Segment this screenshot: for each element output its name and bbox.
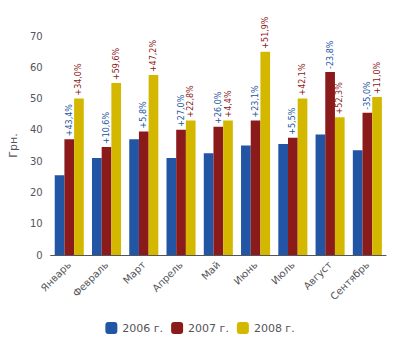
svg-text:0: 0 bbox=[36, 250, 42, 261]
svg-text:+5,8%: +5,8% bbox=[139, 101, 148, 128]
svg-text:+51,9%: +51,9% bbox=[261, 16, 270, 49]
svg-text:Апрель: Апрель bbox=[150, 259, 185, 294]
svg-text:+26,0%: +26,0% bbox=[214, 91, 223, 124]
svg-text:30: 30 bbox=[30, 156, 43, 167]
svg-text:Сентябрь: Сентябрь bbox=[328, 259, 371, 302]
svg-text:+43,4%: +43,4% bbox=[65, 104, 74, 137]
svg-text:Грн.: Грн. bbox=[7, 133, 20, 157]
svg-text:50: 50 bbox=[30, 93, 43, 104]
svg-text:+4,4%: +4,4% bbox=[224, 90, 233, 117]
svg-text:-23,8%: -23,8% bbox=[326, 40, 335, 69]
svg-text:+52,3%: +52,3% bbox=[335, 82, 344, 115]
svg-text:Июнь: Июнь bbox=[232, 259, 260, 287]
svg-text:Май: Май bbox=[199, 259, 222, 282]
svg-text:Январь: Январь bbox=[39, 259, 74, 294]
svg-text:Август: Август bbox=[301, 259, 334, 292]
svg-text:+27,0%: +27,0% bbox=[177, 94, 186, 127]
svg-text:2006 г.: 2006 г. bbox=[122, 322, 163, 335]
svg-text:+59,6%: +59,6% bbox=[112, 47, 121, 80]
svg-text:+42,1%: +42,1% bbox=[298, 63, 307, 96]
svg-text:40: 40 bbox=[30, 124, 43, 135]
svg-text:20: 20 bbox=[30, 187, 43, 198]
svg-text:+5,5%: +5,5% bbox=[288, 107, 297, 134]
svg-text:Март: Март bbox=[121, 259, 148, 286]
svg-text:+22,8%: +22,8% bbox=[186, 85, 195, 118]
svg-text:+47,2%: +47,2% bbox=[149, 40, 158, 73]
svg-text:10: 10 bbox=[30, 218, 43, 229]
svg-text:-35,0%: -35,0% bbox=[363, 81, 372, 110]
svg-text:2007 г.: 2007 г. bbox=[188, 322, 229, 335]
svg-text:Февраль: Февраль bbox=[71, 259, 111, 299]
svg-text:+10,6%: +10,6% bbox=[102, 112, 111, 145]
svg-text:+23,1%: +23,1% bbox=[251, 85, 260, 118]
svg-text:70: 70 bbox=[30, 31, 43, 42]
svg-text:Июль: Июль bbox=[269, 259, 297, 287]
svg-text:60: 60 bbox=[30, 62, 43, 73]
svg-text:+11,0%: +11,0% bbox=[373, 61, 382, 94]
svg-text:+34,0%: +34,0% bbox=[74, 63, 83, 96]
svg-text:2008 г.: 2008 г. bbox=[254, 322, 295, 335]
